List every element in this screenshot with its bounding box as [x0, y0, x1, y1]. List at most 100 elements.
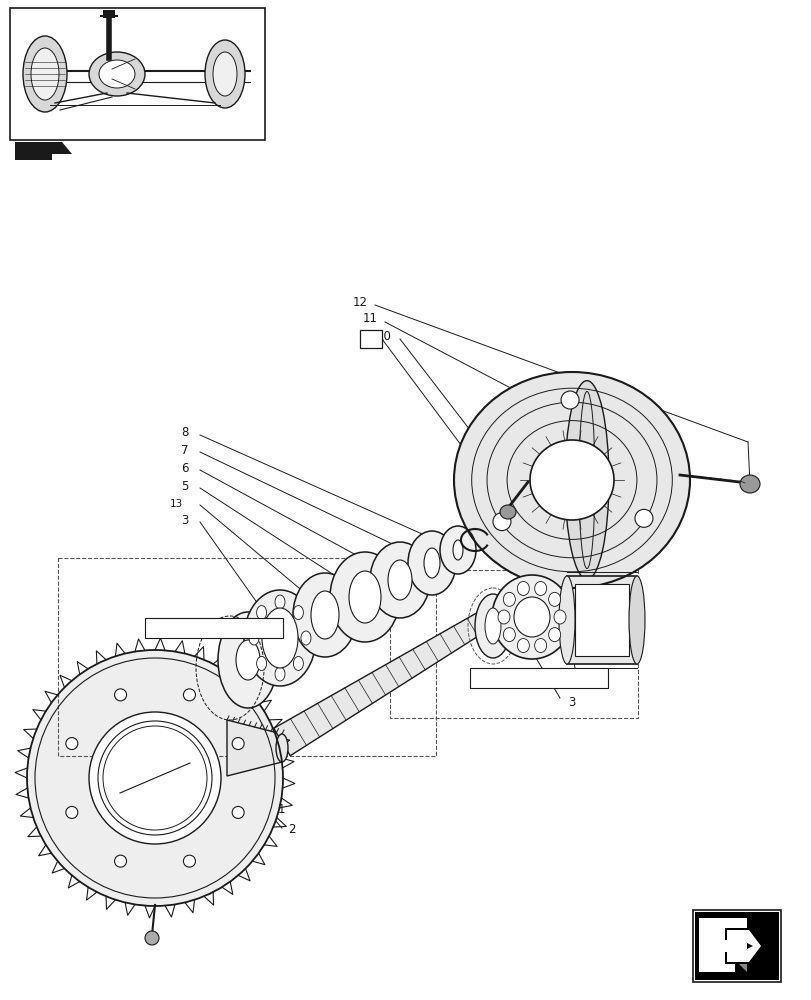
Text: 13: 13 — [169, 499, 182, 509]
Ellipse shape — [99, 60, 135, 88]
Ellipse shape — [453, 540, 462, 560]
Ellipse shape — [232, 806, 244, 818]
Ellipse shape — [183, 855, 195, 867]
Ellipse shape — [212, 52, 237, 96]
Text: 4: 4 — [581, 678, 589, 690]
Ellipse shape — [27, 650, 283, 906]
Bar — [145, 618, 283, 638]
Ellipse shape — [204, 40, 245, 108]
Bar — [10, 8, 264, 140]
Text: 1: 1 — [277, 803, 285, 816]
Ellipse shape — [503, 628, 515, 642]
Ellipse shape — [103, 726, 207, 830]
Ellipse shape — [503, 592, 515, 606]
Polygon shape — [724, 928, 764, 964]
Ellipse shape — [388, 560, 411, 600]
Ellipse shape — [634, 509, 652, 527]
Ellipse shape — [217, 612, 277, 708]
Ellipse shape — [293, 656, 303, 670]
Ellipse shape — [31, 48, 59, 100]
Ellipse shape — [89, 52, 145, 96]
Ellipse shape — [243, 590, 315, 686]
Bar — [694, 912, 778, 980]
Bar — [103, 10, 115, 18]
Ellipse shape — [276, 734, 288, 762]
Text: 9: 9 — [367, 332, 375, 346]
Ellipse shape — [262, 608, 298, 668]
Ellipse shape — [517, 639, 529, 653]
Polygon shape — [698, 918, 746, 972]
Ellipse shape — [293, 573, 357, 657]
Ellipse shape — [534, 639, 546, 653]
Ellipse shape — [497, 610, 509, 624]
Bar — [389, 570, 637, 718]
Ellipse shape — [311, 591, 338, 639]
Text: 7: 7 — [181, 444, 188, 456]
Ellipse shape — [66, 738, 78, 750]
Ellipse shape — [275, 667, 285, 681]
Ellipse shape — [484, 608, 500, 644]
Ellipse shape — [256, 606, 266, 620]
Ellipse shape — [482, 608, 493, 628]
Ellipse shape — [98, 721, 212, 835]
Text: 10: 10 — [376, 330, 392, 342]
Ellipse shape — [407, 531, 456, 595]
Ellipse shape — [564, 381, 608, 579]
Ellipse shape — [440, 526, 475, 574]
Ellipse shape — [492, 513, 510, 531]
Ellipse shape — [500, 505, 515, 519]
Text: 8: 8 — [181, 426, 188, 438]
Ellipse shape — [739, 475, 759, 493]
Ellipse shape — [629, 576, 644, 664]
Text: 11: 11 — [363, 312, 378, 326]
Bar — [359, 330, 381, 348]
Ellipse shape — [293, 606, 303, 620]
Ellipse shape — [491, 575, 571, 659]
Ellipse shape — [530, 440, 613, 520]
Polygon shape — [227, 720, 281, 776]
Bar — [470, 668, 607, 688]
Ellipse shape — [548, 592, 560, 606]
Text: 1.40.1/06 03: 1.40.1/06 03 — [181, 623, 247, 633]
Ellipse shape — [453, 372, 689, 588]
Bar — [566, 576, 636, 664]
Ellipse shape — [548, 628, 560, 642]
Ellipse shape — [517, 581, 529, 595]
Ellipse shape — [423, 548, 440, 578]
Ellipse shape — [183, 689, 195, 701]
Ellipse shape — [114, 855, 127, 867]
Text: 6: 6 — [181, 462, 188, 475]
Polygon shape — [734, 960, 746, 972]
Bar — [574, 584, 629, 656]
Ellipse shape — [114, 689, 127, 701]
Text: 5: 5 — [181, 480, 188, 492]
Ellipse shape — [145, 931, 159, 945]
Ellipse shape — [249, 631, 259, 645]
Ellipse shape — [275, 595, 285, 609]
Ellipse shape — [474, 594, 510, 658]
Ellipse shape — [232, 738, 244, 750]
Ellipse shape — [66, 806, 78, 818]
Ellipse shape — [23, 36, 67, 112]
Ellipse shape — [329, 552, 400, 642]
Ellipse shape — [553, 610, 565, 624]
Bar — [692, 910, 780, 982]
Polygon shape — [273, 609, 492, 756]
Ellipse shape — [256, 656, 266, 670]
Bar — [58, 558, 436, 756]
Ellipse shape — [534, 581, 546, 595]
Ellipse shape — [349, 571, 380, 623]
Ellipse shape — [89, 712, 221, 844]
Ellipse shape — [558, 576, 574, 664]
Text: 3: 3 — [181, 514, 188, 526]
Ellipse shape — [301, 631, 311, 645]
Text: 3: 3 — [568, 696, 575, 708]
Text: 2: 2 — [288, 823, 295, 836]
Text: 12: 12 — [353, 296, 367, 308]
Polygon shape — [726, 930, 760, 962]
Ellipse shape — [513, 597, 549, 637]
Polygon shape — [15, 142, 72, 160]
Text: 1.40.1/06 02: 1.40.1/06 02 — [505, 673, 572, 683]
Ellipse shape — [236, 640, 260, 680]
Ellipse shape — [370, 542, 430, 618]
